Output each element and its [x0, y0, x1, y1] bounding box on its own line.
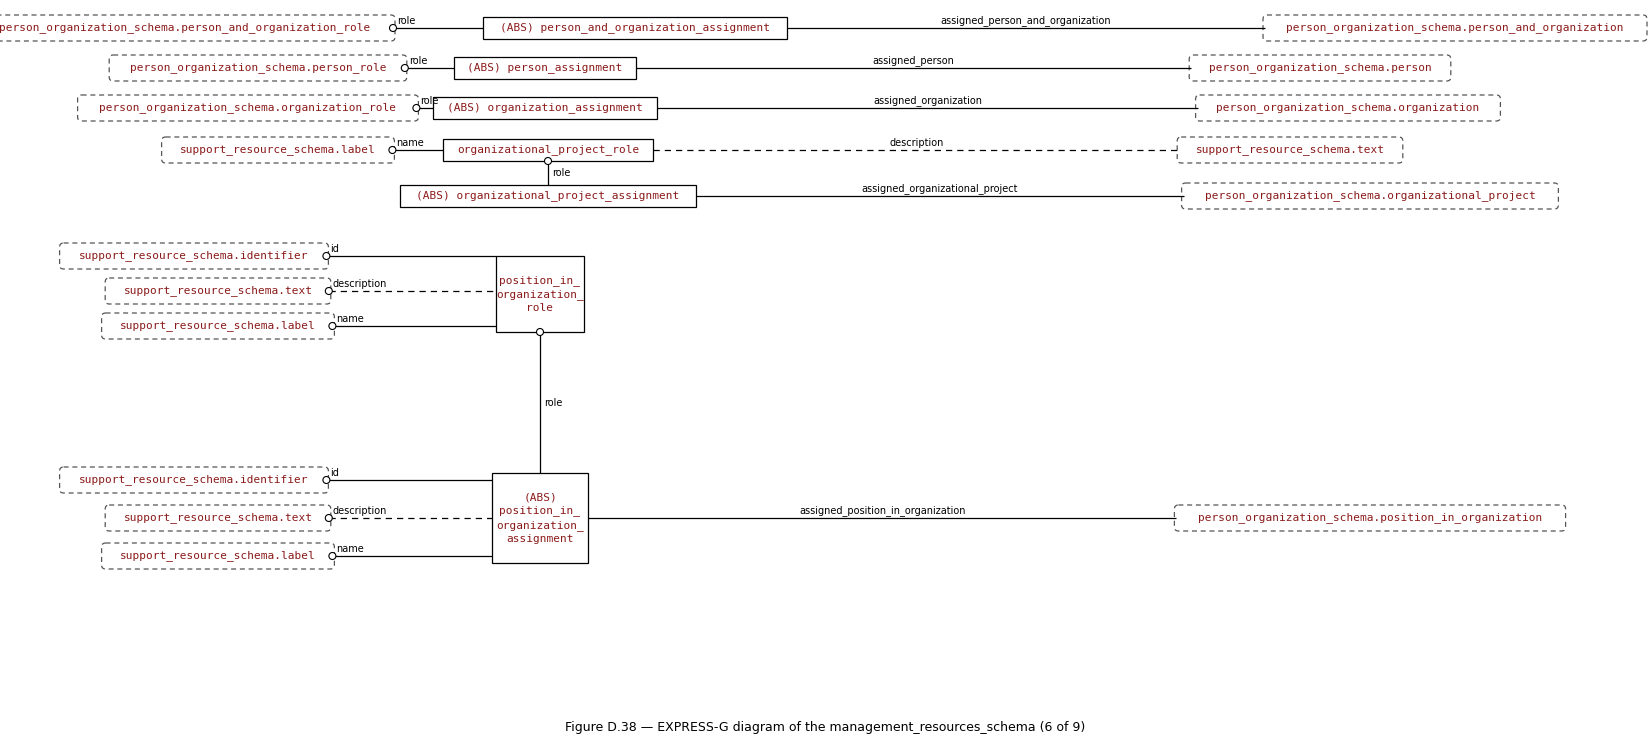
Bar	[442, 139, 653, 161]
FancyBboxPatch shape	[106, 505, 330, 531]
Circle shape	[325, 514, 332, 522]
Text: person_organization_schema.person_role: person_organization_schema.person_role	[130, 62, 386, 73]
FancyBboxPatch shape	[106, 278, 330, 304]
FancyBboxPatch shape	[102, 543, 335, 569]
FancyBboxPatch shape	[78, 95, 419, 121]
Text: role: role	[553, 168, 571, 178]
Text: person_organization_schema.person_and_organization_role: person_organization_schema.person_and_or…	[0, 22, 371, 33]
Text: assigned_organization: assigned_organization	[873, 95, 982, 106]
Text: name: name	[337, 314, 365, 324]
Text: description: description	[889, 138, 944, 148]
FancyBboxPatch shape	[1181, 183, 1558, 209]
Text: support_resource_schema.identifier: support_resource_schema.identifier	[79, 251, 309, 261]
Text: (ABS) organizational_project_assignment: (ABS) organizational_project_assignment	[416, 191, 680, 202]
FancyBboxPatch shape	[162, 137, 394, 163]
Bar	[454, 57, 635, 79]
Text: role: role	[409, 56, 427, 66]
Text: person_organization_schema.position_in_organization: person_organization_schema.position_in_o…	[1198, 513, 1543, 523]
FancyBboxPatch shape	[59, 243, 328, 269]
Circle shape	[401, 65, 408, 71]
Text: description: description	[333, 279, 388, 289]
Text: (ABS)
position_in_
organization_
assignment: (ABS) position_in_ organization_ assignm…	[497, 492, 584, 544]
Text: person_organization_schema.person: person_organization_schema.person	[1208, 62, 1432, 73]
Text: position_in_
organization_
role: position_in_ organization_ role	[497, 275, 584, 313]
Text: role: role	[421, 96, 439, 106]
Text: description: description	[333, 506, 388, 516]
Bar	[399, 185, 696, 207]
Text: assigned_person_and_organization: assigned_person_and_organization	[940, 15, 1112, 26]
Text: role: role	[398, 16, 416, 26]
FancyBboxPatch shape	[102, 313, 335, 339]
Circle shape	[325, 287, 332, 295]
Text: (ABS) organization_assignment: (ABS) organization_assignment	[447, 102, 644, 114]
Circle shape	[536, 329, 543, 335]
Text: person_organization_schema.organizational_project: person_organization_schema.organizationa…	[1204, 191, 1536, 202]
Bar	[483, 17, 787, 39]
Text: (ABS) person_and_organization_assignment: (ABS) person_and_organization_assignment	[500, 22, 771, 33]
Circle shape	[328, 323, 337, 329]
Text: organizational_project_role: organizational_project_role	[457, 145, 639, 156]
Text: assigned_organizational_project: assigned_organizational_project	[861, 183, 1018, 194]
Circle shape	[323, 252, 330, 260]
Text: support_resource_schema.text: support_resource_schema.text	[124, 513, 312, 523]
Text: role: role	[544, 398, 563, 407]
Text: support_resource_schema.label: support_resource_schema.label	[180, 145, 376, 156]
FancyBboxPatch shape	[1196, 95, 1500, 121]
Text: id: id	[330, 468, 340, 478]
Circle shape	[323, 476, 330, 484]
Circle shape	[544, 157, 551, 165]
Text: person_organization_schema.organization_role: person_organization_schema.organization_…	[99, 102, 396, 114]
Circle shape	[389, 24, 396, 31]
Bar	[492, 473, 587, 563]
Circle shape	[389, 146, 396, 154]
Text: person_organization_schema.organization: person_organization_schema.organization	[1216, 102, 1480, 114]
Text: name: name	[337, 544, 365, 554]
Text: name: name	[396, 138, 424, 148]
Text: support_resource_schema.label: support_resource_schema.label	[120, 551, 315, 562]
Text: support_resource_schema.text: support_resource_schema.text	[1196, 145, 1384, 156]
Text: support_resource_schema.label: support_resource_schema.label	[120, 321, 315, 332]
Text: support_resource_schema.text: support_resource_schema.text	[124, 286, 312, 297]
Bar	[497, 256, 584, 332]
Circle shape	[412, 105, 419, 111]
FancyBboxPatch shape	[1176, 137, 1402, 163]
FancyBboxPatch shape	[1262, 15, 1647, 41]
FancyBboxPatch shape	[59, 467, 328, 493]
Bar	[432, 97, 657, 119]
Text: id: id	[330, 244, 340, 254]
Text: support_resource_schema.identifier: support_resource_schema.identifier	[79, 475, 309, 485]
Text: (ABS) person_assignment: (ABS) person_assignment	[467, 62, 622, 73]
FancyBboxPatch shape	[0, 15, 394, 41]
FancyBboxPatch shape	[109, 55, 408, 81]
Text: assigned_person: assigned_person	[873, 55, 954, 66]
Circle shape	[328, 553, 337, 559]
FancyBboxPatch shape	[1190, 55, 1450, 81]
Text: Figure D.38 — EXPRESS-G diagram of the management_resources_schema (6 of 9): Figure D.38 — EXPRESS-G diagram of the m…	[564, 721, 1086, 735]
Text: person_organization_schema.person_and_organization: person_organization_schema.person_and_or…	[1287, 22, 1624, 33]
FancyBboxPatch shape	[1175, 505, 1566, 531]
Text: assigned_position_in_organization: assigned_position_in_organization	[799, 505, 965, 516]
